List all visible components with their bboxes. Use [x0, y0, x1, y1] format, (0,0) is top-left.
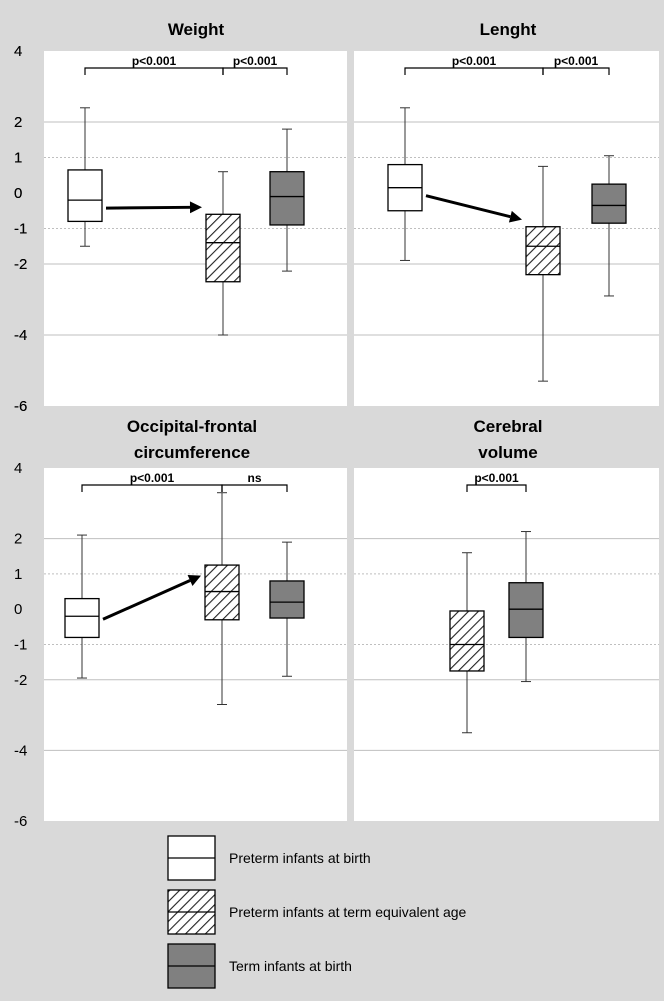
- y-tick-label: 1: [14, 150, 22, 167]
- y-tick-label: 1: [14, 150, 22, 167]
- legend-item: Term infants at birth: [167, 943, 352, 989]
- y-tick-label: 2: [14, 114, 22, 131]
- box-2: [525, 226, 561, 276]
- trend-arrow: [425, 194, 511, 219]
- significance-bracket: [222, 67, 288, 75]
- box-3: [591, 183, 627, 224]
- significance-label: p<0.001: [452, 54, 497, 68]
- y-tick-label: -1: [14, 221, 27, 238]
- y-tick-label: -6: [14, 398, 27, 415]
- trend-arrow: [102, 579, 191, 621]
- box-3: [269, 171, 305, 226]
- legend-label: Preterm infants at term equivalent age: [229, 904, 467, 920]
- y-tick-label: -1: [14, 221, 27, 238]
- y-tick-label: -6: [14, 398, 27, 415]
- box-1: [67, 169, 103, 223]
- y-tick-label: 1: [14, 566, 22, 583]
- box-3: [269, 580, 305, 619]
- y-tick-label: 0: [14, 185, 22, 202]
- legend-label: Preterm infants at birth: [229, 850, 371, 866]
- legend-label: Term infants at birth: [229, 958, 352, 974]
- significance-label: p<0.001: [474, 471, 519, 485]
- box-2: [508, 582, 544, 639]
- significance-bracket: [542, 67, 610, 75]
- chart-panel-2: Lenght 4 2 1 0 -1 -2 -4 -6 p<0.001 p<0.001: [14, 20, 659, 415]
- significance-label: p<0.001: [130, 471, 175, 485]
- trend-arrow: [105, 205, 191, 210]
- y-tick-label: -2: [14, 672, 27, 689]
- trend-arrow-head: [187, 575, 201, 587]
- panels: Weight 4 2 1 0 -1 -2 -4 -6 p<0.001 p<0.001 Lenght 4 2…: [14, 20, 659, 830]
- trend-arrow-head: [508, 210, 522, 223]
- y-tick-label: 0: [14, 601, 22, 618]
- y-tick-label: -4: [14, 327, 27, 344]
- y-tick-label: 2: [14, 114, 22, 131]
- chart-panel-1: Weight 4 2 1 0 -1 -2 -4 -6 p<0.001 p<0.001: [14, 20, 347, 415]
- y-tick-label: -6: [14, 813, 27, 830]
- legend: Preterm infants at birth Preterm infants …: [167, 835, 467, 989]
- box-1: [64, 597, 100, 639]
- y-tick-label: 4: [14, 43, 22, 60]
- y-tick-label: 0: [14, 185, 22, 202]
- significance-bracket: [221, 484, 288, 492]
- chart-title: Lenght: [480, 20, 537, 39]
- chart-title: Weight: [168, 20, 225, 39]
- significance-label: p<0.001: [554, 54, 599, 68]
- box-2: [205, 213, 241, 283]
- y-tick-label: -1: [14, 637, 27, 654]
- box-2: [204, 564, 240, 621]
- box-1: [449, 610, 485, 672]
- y-tick-label: -4: [14, 327, 27, 344]
- significance-bracket: [466, 484, 527, 492]
- chart-title: volume: [478, 443, 538, 462]
- significance-label: ns: [247, 471, 261, 485]
- trend-arrow-head: [189, 201, 202, 214]
- chart-title: circumference: [134, 443, 250, 462]
- significance-label: p<0.001: [132, 54, 177, 68]
- y-tick-label: -2: [14, 256, 27, 273]
- chart-panel-4: Cerebral volume p<0.001: [354, 417, 659, 821]
- chart-panel-3: Occipital-frontal circumference 4 2 1 0 -1 -2 -4…: [14, 417, 347, 830]
- y-tick-label: 4: [14, 460, 22, 477]
- y-tick-label: 2: [14, 531, 22, 548]
- legend-item: Preterm infants at term equivalent age: [167, 889, 467, 935]
- y-tick-label: -2: [14, 256, 27, 273]
- y-tick-label: -4: [14, 742, 27, 759]
- chart-title: Occipital-frontal: [127, 417, 257, 436]
- chart-title: Cerebral: [474, 417, 543, 436]
- legend-item: Preterm infants at birth: [167, 835, 371, 881]
- significance-label: p<0.001: [233, 54, 278, 68]
- y-tick-label: 4: [14, 43, 22, 60]
